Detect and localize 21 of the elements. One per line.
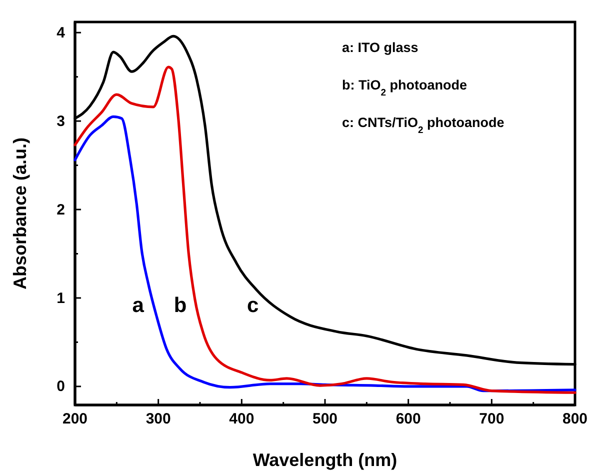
x-axis-title: Wavelength (nm) bbox=[252, 450, 398, 470]
y-axis-title: Absorbance (a.u.) bbox=[10, 137, 30, 290]
annotation: c: CNTs/TiO$_{2}$ photoanode bbox=[342, 115, 505, 136]
x-tick-label: 200 bbox=[62, 410, 88, 428]
y-tick-label: 1 bbox=[56, 290, 65, 307]
series-label: b bbox=[174, 294, 187, 317]
annotation: a: ITO glass bbox=[342, 40, 418, 55]
x-tick-label: 400 bbox=[229, 410, 254, 428]
y-tick-label: 3 bbox=[56, 112, 65, 130]
line-series bbox=[74, 66, 576, 394]
y-tick-label: 0 bbox=[56, 378, 65, 396]
y-tick-label: 4 bbox=[56, 24, 66, 42]
x-tick-label: 800 bbox=[562, 410, 588, 428]
x-tick-label: 600 bbox=[396, 410, 421, 428]
x-tick-label: 500 bbox=[312, 410, 338, 428]
y-tick-label: 2 bbox=[56, 201, 65, 218]
annotation: b: TiO$_{2}$ photoanode bbox=[342, 78, 468, 98]
series-label: a bbox=[132, 294, 144, 317]
series-label: c bbox=[246, 294, 259, 317]
x-tick-label: 700 bbox=[479, 410, 504, 428]
x-tick-label: 300 bbox=[146, 410, 171, 428]
